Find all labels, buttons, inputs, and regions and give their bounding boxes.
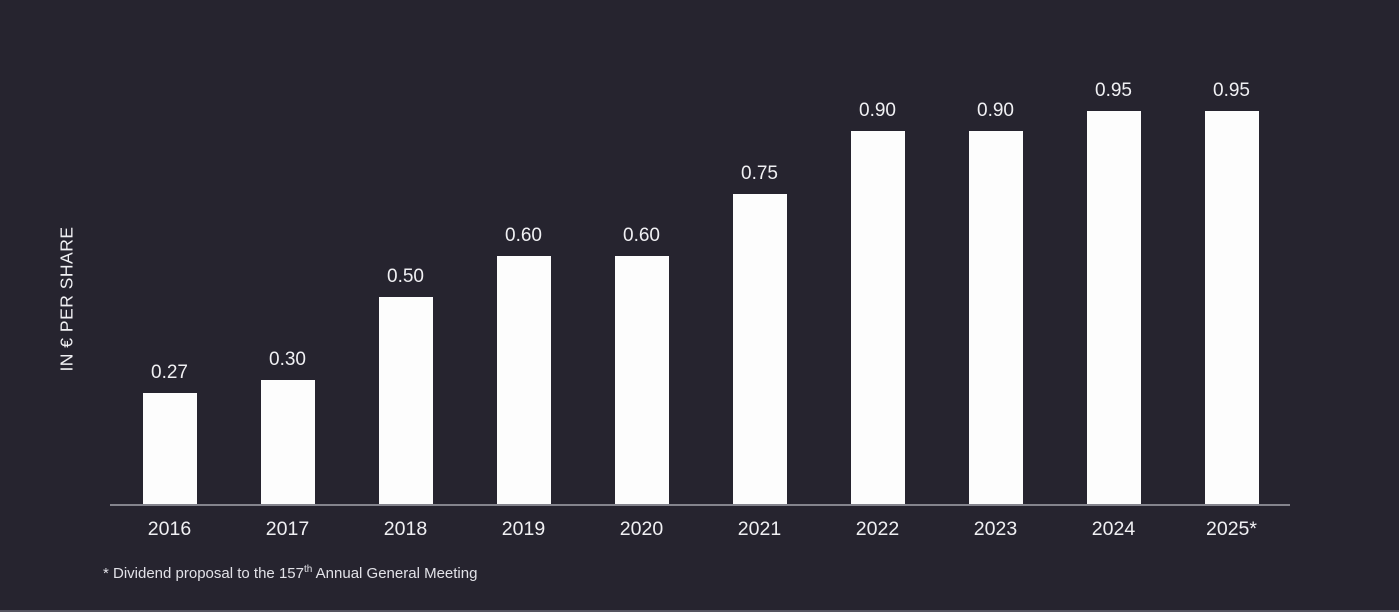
bar-value-label: 0.90	[859, 100, 896, 121]
footnote-superscript: th	[303, 564, 313, 575]
x-tick-label: 2018	[383, 518, 428, 540]
bar-value-label: 0.27	[151, 362, 188, 383]
footnote-text-suffix: Annual General Meeting	[312, 565, 478, 582]
x-tick-label: 2016	[147, 518, 192, 540]
bar-value-label: 0.60	[505, 225, 542, 246]
bar-value-label: 0.75	[741, 163, 778, 184]
y-axis-label: IN € PER SHARE	[56, 226, 77, 372]
bar	[378, 297, 433, 504]
bar	[968, 131, 1023, 504]
x-tick-label: 2023	[973, 518, 1018, 540]
bar	[614, 256, 669, 504]
x-axis-line	[110, 504, 1290, 506]
bar-value-label: 0.95	[1213, 80, 1250, 101]
bar-value-label: 0.50	[387, 266, 424, 287]
bar	[732, 194, 787, 504]
x-tick-label: 2019	[501, 518, 546, 540]
bar-value-label: 0.60	[623, 225, 660, 246]
x-tick-label: 2022	[855, 518, 900, 540]
bar	[260, 380, 315, 504]
bar	[1204, 111, 1259, 504]
bottom-edge-line	[0, 610, 1399, 612]
footnote: * Dividend proposal to the 157th Annual …	[103, 564, 478, 583]
footnote-text-prefix: * Dividend proposal to the 157	[103, 565, 304, 582]
x-tick-label: 2021	[737, 518, 782, 540]
bar	[142, 393, 197, 504]
bar-value-label: 0.30	[269, 349, 306, 370]
bar-value-label: 0.95	[1095, 80, 1132, 101]
x-tick-label: 2017	[265, 518, 310, 540]
x-tick-label: 2025*	[1206, 518, 1257, 540]
bar	[850, 131, 905, 504]
x-tick-label: 2024	[1091, 518, 1136, 540]
bar	[1086, 111, 1141, 504]
x-tick-label: 2020	[619, 518, 664, 540]
bar	[496, 256, 551, 504]
bar-value-label: 0.90	[977, 100, 1014, 121]
